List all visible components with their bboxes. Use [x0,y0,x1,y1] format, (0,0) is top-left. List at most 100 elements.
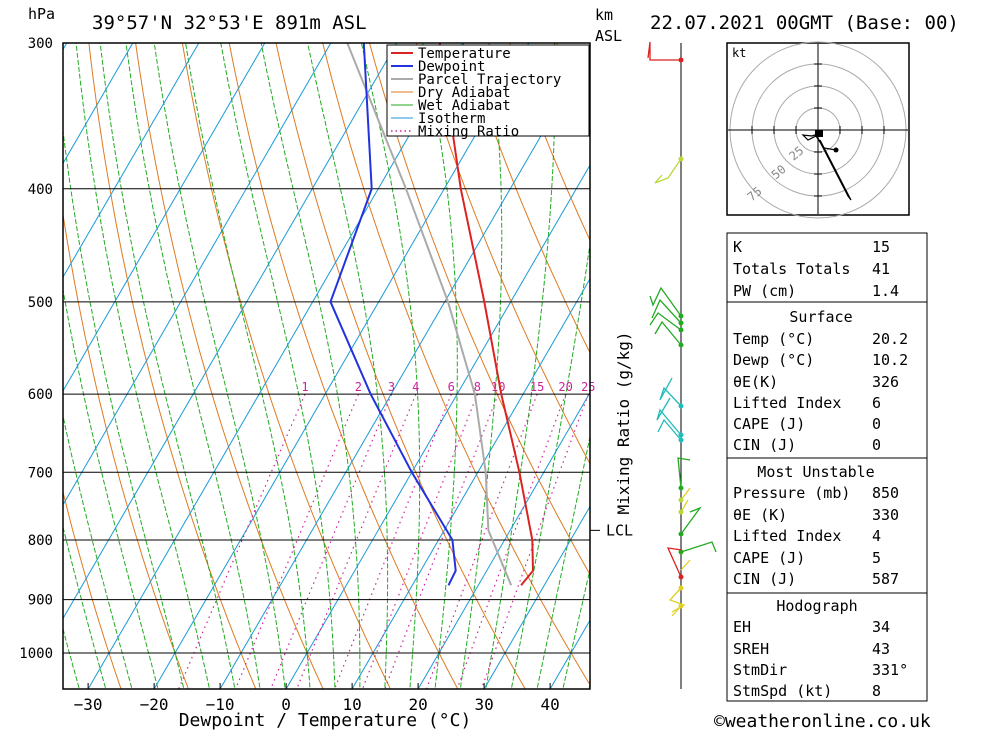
surface-temp-value: 20.2 [872,330,908,348]
wet-adiabat-line [125,43,261,689]
temperature-tick-label: 10 [342,695,361,714]
x-axis-label: Dewpoint / Temperature (°C) [179,710,472,731]
mixing-ratio-label: 10 [491,380,505,394]
isotherm-line [63,43,332,506]
mixing-ratio-label: 20 [558,380,572,394]
mu-cin-value: 587 [872,570,899,588]
asl-unit-label: ASL [595,27,622,45]
dry-adiabat-line [63,211,189,689]
stmdir-label: StmDir [733,661,787,679]
wind-dot [678,327,684,333]
dry-adiabat-line [923,0,1000,701]
mixing-ratio-label: 25 [581,380,595,394]
location-title: 39°57'N 32°53'E 891m ASL [92,12,367,34]
wet-adiabat-line [485,43,556,689]
eh-label: EH [733,618,751,636]
surface-cin-label: CIN (J) [733,436,796,454]
surface-theta-label: θE(K) [733,373,778,391]
legend-label: Isotherm [418,111,485,127]
wet-adiabat-line [185,43,311,689]
isotherm-line [285,164,590,689]
pressure-tick-label: 600 [28,387,53,403]
legend-label: Wet Adiabat [418,98,511,114]
hodograph-storm-motion-marker [815,130,823,137]
mixing-ratio-line [334,393,452,689]
mixing-ratio-line [384,393,499,689]
parcel-trajectory-line [346,42,513,586]
eh-value: 34 [872,618,890,636]
pressure-tick-label: 500 [28,295,53,311]
mixing-ratio-line [178,393,306,689]
dry-adiabat-line [415,43,590,465]
wind-barb-yellowgreen [654,156,684,184]
mixing-ratio-line [480,393,589,689]
wet-adiabat-line [63,286,159,689]
plot-frame [62,42,591,690]
temperature-tick-label: −10 [206,695,235,714]
hodograph-stats-title: Hodograph [776,597,857,615]
mixing-ratio-label: 6 [448,380,455,394]
surface-li-value: 6 [872,394,881,412]
wind-dot [678,574,684,580]
km-unit-label: km [595,6,613,24]
legend-box [386,44,590,137]
mu-pressure-value: 850 [872,484,899,502]
dry-adiabat-line [462,43,590,354]
mu-pressure-label: Pressure (mb) [733,484,850,502]
mu-theta-label: θE (K) [733,506,787,524]
mixing-ratio-label: 8 [474,380,481,394]
wet-adiabat-line [307,43,389,689]
pressure-tick-label: 400 [28,182,53,198]
wind-dot [678,156,684,162]
legend-label: Dry Adiabat [418,85,511,101]
hodograph-trace-upper [817,137,852,201]
pressure-tick-labels: 300 400 500 600 700 800 900 1000 [19,36,53,662]
mu-cape-label: CAPE (J) [733,549,805,567]
stmdir-value: 331° [872,661,908,679]
mixing-ratio-line [296,393,417,689]
wind-dot [678,603,684,609]
surface-title: Surface [789,308,852,326]
wind-dot [678,497,684,503]
legend-label: Dewpoint [418,59,485,75]
mixing-ratio-axis-label: Mixing Ratio (g/kg) [614,331,633,514]
mu-cape-value: 5 [872,549,881,567]
wind-dot [678,342,684,348]
mixing-ratio-lines [178,393,589,689]
index-value-pw: 1.4 [872,282,899,300]
wet-adiabat-line [63,127,185,689]
index-value-k: 15 [872,238,890,256]
wind-dot [678,320,684,326]
dewpoint-line [329,42,457,586]
wet-adiabat-line [459,43,503,689]
wind-barb-surface [666,547,684,580]
dry-adiabat-line [968,0,1000,701]
index-label-tt: Totals Totals [733,260,850,278]
indices-table: K 15 Totals Totals 41 PW (cm) 1.4 Surfac… [726,232,928,702]
most-unstable-title: Most Unstable [757,463,874,481]
isotherm-line [63,43,398,620]
pressure-tick-label: 800 [28,533,53,549]
wind-barb-red [647,41,684,63]
index-label-k: K [733,238,742,256]
hodograph: kt 25 50 75 [726,41,910,219]
wind-dot [678,437,684,443]
pressure-tick-label: 1000 [19,646,53,662]
wind-profile [647,41,717,689]
wind-dot [678,549,684,555]
stmspd-value: 8 [872,682,881,700]
wind-barbs-cyan [656,377,684,443]
isotherm-line [483,505,590,689]
wind-barbs-yellow [668,487,691,617]
legend: Temperature Dewpoint Parcel Trajectory D… [386,44,590,140]
wind-dot [678,485,684,491]
index-label-pw: PW (cm) [733,282,796,300]
copyright-footer: ©weatheronline.co.uk [714,711,931,732]
wet-adiabat-line [536,434,590,689]
mixing-ratio-label: 2 [355,380,362,394]
surface-cape-value: 0 [872,415,881,433]
isotherm-line [417,391,590,689]
mu-li-value: 4 [872,527,881,545]
hpa-unit-label: hPa [28,5,55,23]
wind-dot [678,509,684,515]
